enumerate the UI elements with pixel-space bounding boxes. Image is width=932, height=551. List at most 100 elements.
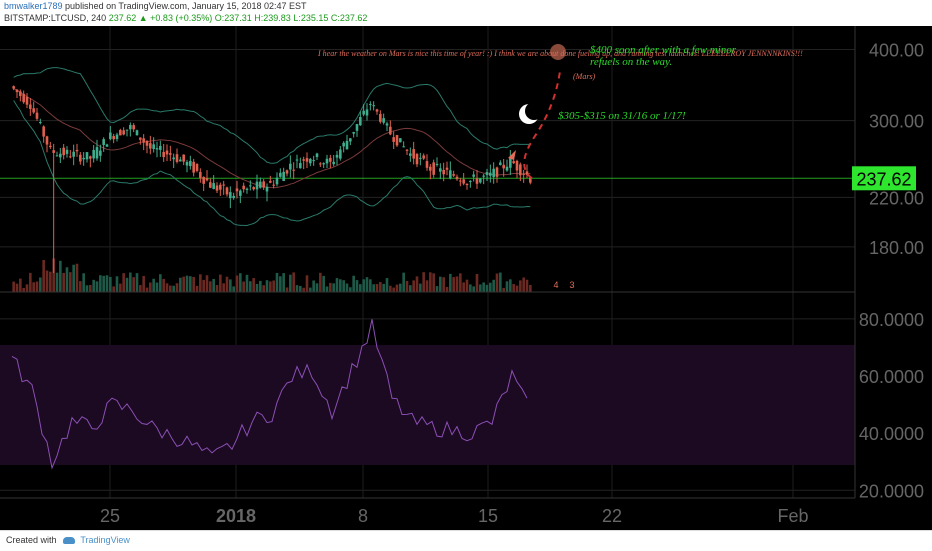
candle-body [182, 154, 185, 162]
candle-body [109, 132, 112, 140]
candle-body [342, 142, 345, 147]
time-tick-label: 2018 [216, 506, 256, 526]
target-400-annotation: $400 soon after with a few minor refuels… [590, 44, 737, 68]
volume-bar [62, 272, 65, 292]
rsi-series [11, 319, 528, 470]
volume-bar [242, 281, 245, 292]
volume-bar [495, 273, 499, 292]
volume-bar [342, 280, 345, 292]
volume-bar [512, 284, 515, 292]
volume-bar [172, 285, 175, 292]
volume-bar [89, 285, 92, 292]
candle-body [139, 137, 142, 140]
candle-body [42, 126, 45, 137]
volume-bar [79, 281, 82, 292]
candle-body [205, 178, 209, 181]
candle-body [479, 178, 482, 183]
volume-bar [299, 286, 302, 292]
author-link[interactable]: bmwalker1789 [4, 1, 63, 11]
symbol-label: BITSTAMP:LTCUSD, 240 [4, 13, 107, 23]
volume-bar [355, 280, 359, 292]
time-tick-label: 22 [602, 506, 622, 526]
volume-bar [252, 278, 255, 292]
volume-bar [432, 273, 435, 292]
volume-bar [419, 283, 422, 292]
created-with: Created with TradingView [6, 535, 130, 545]
candle-body [79, 154, 82, 162]
candle-body [32, 108, 35, 113]
candle-body [19, 91, 22, 97]
candle-body [322, 163, 325, 165]
bollinger-upper [13, 67, 531, 164]
volume-bar [289, 274, 292, 292]
volume-bar [82, 273, 85, 292]
candle-body [359, 117, 362, 126]
volume-bar [85, 285, 89, 292]
volume-bar [75, 263, 79, 292]
candle-body [315, 153, 319, 157]
volume-bar [315, 283, 319, 292]
candle-body [229, 192, 232, 199]
candle-body [419, 157, 422, 159]
volume-bar [205, 275, 209, 292]
volume-bar [169, 285, 172, 292]
volume-bar [72, 264, 75, 292]
volume-bar [529, 285, 532, 292]
candle-body [409, 153, 412, 156]
candle-body [185, 161, 189, 166]
volume-bar [202, 279, 205, 292]
candle-body [485, 172, 489, 175]
volume-bar [322, 275, 325, 292]
volume-bar [159, 274, 162, 292]
volume-bar [475, 274, 479, 292]
candle-body [152, 144, 155, 150]
rsi-tick-label: 60.0000 [859, 367, 924, 387]
volume-bar [405, 280, 409, 292]
volume-bar [285, 287, 289, 292]
candle-body [392, 137, 395, 142]
volume-bar [402, 272, 405, 292]
candle-body [519, 164, 522, 176]
candle-body [275, 177, 279, 185]
low-value: L:235.15 [293, 13, 329, 23]
volume-bar [39, 277, 42, 292]
volume-bar [42, 260, 45, 292]
candle-body [135, 130, 139, 136]
rocket-icon [508, 150, 516, 160]
volume-bar [362, 279, 365, 292]
volume-bar [369, 279, 372, 292]
volume-bar [272, 280, 275, 292]
volume-bar [382, 283, 385, 292]
volume-bar [29, 272, 32, 292]
candle-body [225, 187, 229, 195]
candle-body [112, 136, 115, 140]
volume-bar [345, 283, 349, 292]
event-badge-1: 4 [553, 280, 558, 290]
volume-bar [515, 285, 519, 292]
volume-bar [95, 281, 99, 292]
volume-bar [132, 277, 135, 292]
volume-bar [459, 273, 462, 292]
candle-body [395, 135, 399, 146]
volume-bar [509, 279, 512, 292]
tradingview-link[interactable]: TradingView [80, 535, 130, 545]
candle-body [269, 180, 272, 183]
candle-body [489, 172, 492, 176]
candle-body [129, 124, 132, 130]
candle-body [215, 185, 219, 191]
candle-body [429, 166, 432, 171]
volume-bar [12, 281, 15, 292]
volume-bar [295, 285, 299, 292]
last-price-label: 237.62 [856, 169, 911, 189]
candle-body [25, 96, 29, 105]
time-tick-label: Feb [777, 506, 808, 526]
volume-bar [442, 277, 445, 292]
candle-body [162, 152, 165, 158]
candle-body [319, 163, 322, 165]
volume-bar [222, 283, 225, 292]
volume-bar [339, 279, 342, 292]
candle-body [199, 171, 202, 178]
volume-bar [52, 258, 55, 292]
